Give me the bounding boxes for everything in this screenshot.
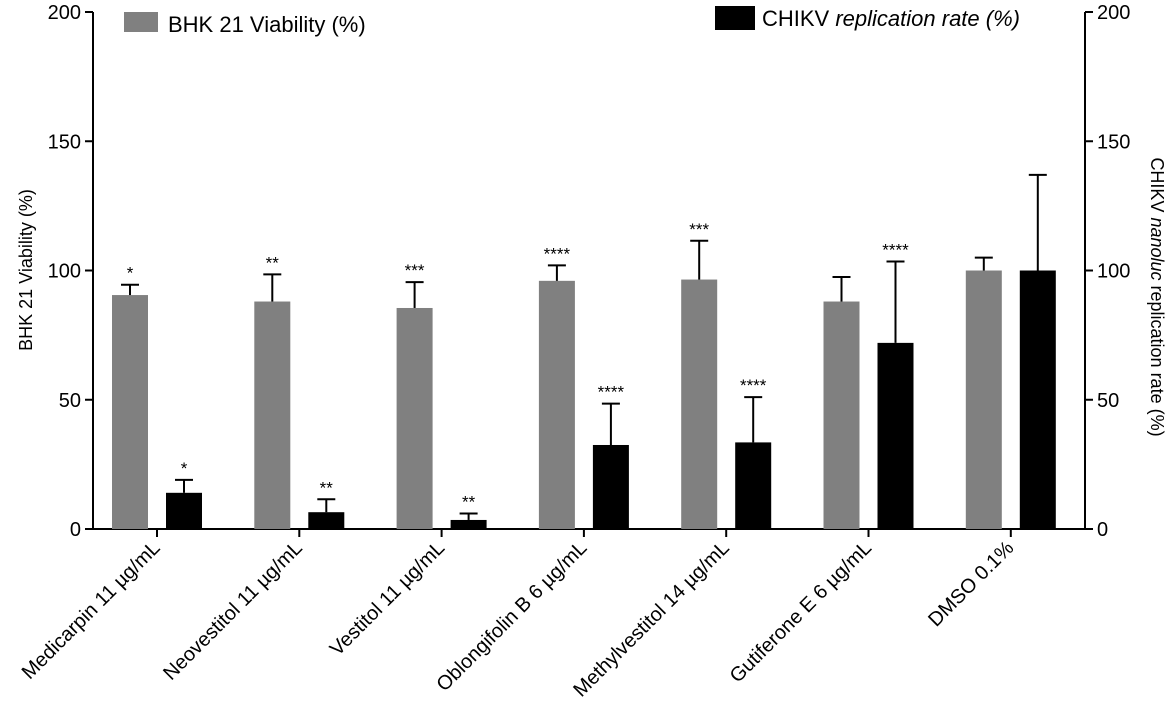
bar-viability <box>112 295 148 529</box>
bar-replication <box>735 442 772 529</box>
right-y-axis-title-part3: replication rate (%) <box>1147 281 1167 437</box>
right-y-axis-title-part2: nanoluc <box>1147 217 1167 280</box>
bar-replication <box>450 519 487 529</box>
bar-viability <box>681 279 718 529</box>
bar-replication <box>166 492 202 529</box>
legend-label-viability: BHK 21 Viability (%) <box>168 12 366 37</box>
left-y-tick-label: 0 <box>70 519 81 541</box>
right-y-tick-label: 0 <box>1097 519 1108 541</box>
bar-viability <box>538 280 575 529</box>
legend-label-replication: CHIKV replication rate (%) <box>762 6 1020 31</box>
category-label: DMSO 0.1% <box>924 537 1018 631</box>
significance-label: *** <box>405 261 425 280</box>
significance-label: * <box>127 264 134 283</box>
left-y-ticks: 0 50 100 150 200 <box>48 2 93 541</box>
bar-viability <box>965 270 1002 529</box>
right-y-ticks: 0 50 100 150 200 <box>1085 2 1130 541</box>
significance-label: **** <box>598 383 625 402</box>
category-label: Vestitol 11 µg/mL <box>326 537 449 660</box>
category-label: Gutiferone E 6 µg/mL <box>726 537 876 687</box>
bar-viability <box>254 301 291 529</box>
bar-replication <box>1019 270 1056 529</box>
legend-swatch-replication <box>715 6 755 30</box>
legend-label-replication-part1: CHIKV <box>762 6 835 31</box>
right-y-tick-label: 200 <box>1097 2 1130 24</box>
significance-label: **** <box>740 376 767 395</box>
bars-group: ****************************** <box>112 173 1056 529</box>
significance-label: * <box>181 459 188 478</box>
significance-label: ** <box>320 478 334 497</box>
right-y-axis-title: CHIKV nanoluc replication rate (%) <box>1147 157 1167 436</box>
left-y-tick-label: 100 <box>48 261 81 283</box>
legend-label-replication-part2: replication rate (%) <box>835 6 1020 31</box>
bar-replication <box>592 444 629 529</box>
category-label: Oblongifolin B 6 µg/mL <box>433 537 592 696</box>
significance-label: ** <box>462 492 476 511</box>
category-label: Methylvestitol 14 µg/mL <box>569 537 733 701</box>
right-y-tick-label: 150 <box>1097 131 1130 153</box>
right-y-axis-title-part1: CHIKV <box>1147 157 1167 217</box>
left-y-tick-label: 50 <box>59 390 81 412</box>
bar-replication <box>308 512 345 529</box>
bar-viability <box>396 307 433 529</box>
bar-replication <box>877 342 914 529</box>
right-y-tick-label: 50 <box>1097 390 1119 412</box>
right-y-tick-label: 100 <box>1097 261 1130 283</box>
significance-label: **** <box>882 240 909 259</box>
bar-viability <box>823 301 860 529</box>
significance-label: *** <box>689 220 709 239</box>
left-y-tick-label: 200 <box>48 2 81 24</box>
significance-label: ** <box>266 253 280 272</box>
significance-label: **** <box>544 244 571 263</box>
category-label: Neovestitol 11 µg/mL <box>159 537 307 685</box>
left-y-axis-title: BHK 21 Viability (%) <box>16 189 36 351</box>
legend-swatch-viability <box>124 12 158 32</box>
category-label: Medicarpin 11 µg/mL <box>18 537 165 684</box>
left-y-tick-label: 150 <box>48 131 81 153</box>
